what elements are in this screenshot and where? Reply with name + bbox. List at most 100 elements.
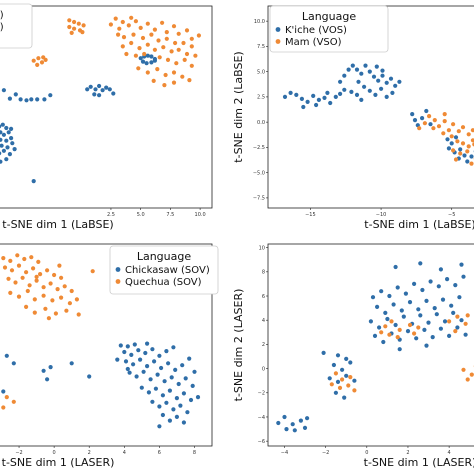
data-point [298,418,303,423]
data-point [446,146,451,151]
data-point [9,136,14,141]
data-point [149,32,154,37]
y-tick-label: 8 [262,270,265,276]
data-point [340,367,345,372]
data-point [113,16,118,21]
data-point [189,63,194,68]
data-point [462,153,467,158]
series-blue [276,261,468,433]
data-point [383,324,388,329]
data-point [348,360,353,365]
data-point [166,361,171,366]
data-point [138,56,143,61]
data-point [422,121,427,126]
data-point [383,310,388,315]
data-point [432,306,437,311]
data-point [455,139,460,144]
data-point [420,287,425,293]
data-point [350,63,355,68]
data-point [192,369,197,374]
data-point [24,98,29,103]
data-point [171,70,177,75]
data-point [331,362,336,368]
data-point [397,347,402,352]
data-point [455,325,460,330]
data-point [284,427,289,432]
data-point [276,420,281,426]
y-tick-label: 10 [259,245,265,251]
data-point [333,94,338,99]
data-point [292,428,297,433]
data-point [465,159,470,164]
data-point [162,83,167,88]
data-point [4,125,9,131]
y-tick-label: 10.0 [254,19,265,25]
data-point [13,280,18,285]
data-point [152,58,157,63]
data-point [449,303,454,308]
data-point [136,348,141,353]
data-point [41,285,46,290]
data-point [459,318,464,323]
y-tick-label: 0.0 [257,120,265,126]
data-point [453,135,459,140]
data-point [169,375,174,380]
data-point [35,62,40,67]
data-point [143,350,148,356]
data-point [401,314,406,319]
data-point [53,311,59,316]
x-tick-label: 0 [53,450,56,456]
data-point [137,46,142,51]
data-point [388,76,394,81]
y-axis-label: t-SNE dim 2 (LaBSE) [232,51,245,162]
data-point [140,59,146,64]
y-tick-label: −5.0 [253,170,265,176]
data-point [299,96,304,101]
data-point [180,363,185,368]
data-point [453,329,458,334]
data-point [36,259,41,264]
data-point [136,66,141,71]
data-point [160,393,165,398]
data-point [8,290,13,295]
data-point [163,72,168,78]
data-point [34,274,39,279]
data-point [428,279,433,284]
data-point [7,96,12,101]
data-point [9,268,15,273]
data-point [372,333,378,338]
data-point [460,125,466,130]
data-point [447,333,452,338]
axes-frame [267,243,474,447]
data-point [463,332,468,337]
data-point [461,367,466,372]
data-point [35,97,40,102]
data-point [160,20,165,25]
series-orange [1,253,95,410]
data-point [416,307,421,312]
data-point [188,397,194,403]
data-point [97,83,102,89]
legend: (SOV)(SOV) [0,3,33,49]
data-point [0,143,4,148]
data-point [122,349,127,355]
data-point [367,88,372,93]
y-tick-label: 2.5 [257,95,265,101]
data-point [155,372,160,377]
data-point [41,368,46,373]
data-point [354,67,360,72]
x-tick-label: −4 [281,450,288,456]
data-point [120,19,125,25]
data-point [391,302,396,307]
data-point [178,403,183,408]
data-point [81,23,86,28]
data-point [174,61,179,66]
data-point [138,357,143,362]
data-point [469,372,474,377]
data-point [116,32,121,37]
data-point [445,277,450,282]
data-point [127,370,132,375]
data-point [157,353,162,358]
data-point [183,376,188,381]
data-point [457,295,462,300]
